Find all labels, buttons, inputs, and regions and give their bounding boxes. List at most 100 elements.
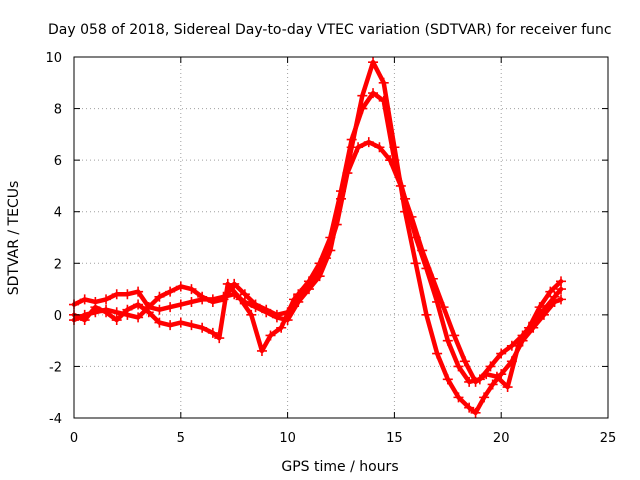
data-point-marker [485,361,496,372]
data-point-marker [438,302,449,313]
data-series [69,57,567,418]
data-point-marker [289,294,300,305]
data-point-marker [464,402,475,413]
y-tick-label: 10 [45,51,62,66]
plot-frame [73,56,609,419]
data-point-marker [165,286,176,297]
data-point-marker [374,142,385,153]
data-point-marker [395,180,406,191]
x-axis-title: GPS time / hours [281,459,398,475]
y-axis-title: SDTVAR / TECUs [6,181,22,296]
data-point-marker [133,299,144,310]
data-point-marker [331,219,342,230]
data-point-marker [378,77,389,88]
data-point-marker [143,307,154,318]
data-point-marker [410,258,421,269]
data-point-marker [186,296,197,307]
data-point-marker [378,95,389,106]
data-point-marker [357,103,368,114]
x-tick-label: 0 [70,431,78,446]
data-point-marker [79,294,90,305]
data-point-marker [265,330,276,341]
data-point-marker [417,245,428,256]
data-point-marker [523,322,534,333]
x-tick-label: 15 [386,431,403,446]
data-point-marker [502,382,513,393]
data-point-marker [556,276,567,287]
data-point-marker [111,315,122,326]
data-point-marker [513,340,524,351]
y-tick-label: -2 [49,360,62,375]
data-point-marker [133,286,144,297]
data-point-marker [235,294,246,305]
data-point-marker [487,379,498,390]
data-point-marker [207,327,218,338]
data-point-marker [459,356,470,367]
data-point-marker [154,304,165,315]
y-tick-label: 8 [54,103,62,118]
data-point-marker [154,291,165,302]
data-point-marker [368,88,379,99]
axis-ticks: 0 5 10 15 20 25 -4 -2 0 2 4 6 8 10 [45,51,616,446]
data-point-marker [239,289,250,300]
data-point-marker [165,320,176,331]
data-point-marker [479,392,490,403]
grid [74,57,608,418]
data-point-marker [133,312,144,323]
x-tick-label: 5 [177,431,185,446]
data-point-marker [197,291,208,302]
data-point-marker [197,322,208,333]
data-point-marker [186,284,197,295]
data-point-marker [357,90,368,101]
data-point-marker [442,374,453,385]
y-tick-label: 0 [54,309,62,324]
data-point-marker [534,302,545,313]
data-point-marker [175,281,186,292]
data-point-marker [470,407,481,418]
data-point-marker [299,284,310,295]
data-point-marker [271,309,282,320]
data-point-marker [449,330,460,341]
data-point-marker [368,57,379,68]
data-point-marker [496,348,507,359]
data-point-marker [346,134,357,145]
data-point-marker [549,291,560,302]
series-track-3 [69,137,567,393]
data-point-marker [453,361,464,372]
y-tick-label: -4 [49,412,62,427]
data-point-marker [481,369,492,380]
data-point-marker [342,168,353,179]
data-point-marker [214,333,225,344]
y-tick-label: 6 [54,154,62,169]
x-tick-label: 25 [600,431,617,446]
data-point-marker [154,317,165,328]
data-point-marker [122,304,133,315]
x-tick-label: 10 [279,431,296,446]
data-point-marker [246,309,257,320]
data-point-marker [222,278,233,289]
data-point-marker [491,371,502,382]
data-point-marker [261,304,272,315]
y-tick-label: 4 [54,206,62,221]
data-point-marker [186,320,197,331]
data-point-marker [470,376,481,387]
data-point-marker [101,307,112,318]
chart-title: Day 058 of 2018, Sidereal Day-to-day VTE… [48,22,612,38]
data-point-marker [353,142,364,153]
data-point-marker [432,348,443,359]
data-point-marker [442,335,453,346]
data-point-marker [276,322,287,333]
data-point-marker [101,294,112,305]
data-point-marker [111,289,122,300]
y-tick-label: 2 [54,257,62,272]
data-point-marker [427,273,438,284]
data-point-marker [421,309,432,320]
data-point-marker [310,273,321,284]
data-point-marker [453,392,464,403]
x-tick-label: 20 [493,431,510,446]
data-point-marker [545,286,556,297]
data-point-marker [207,296,218,307]
data-point-marker [165,302,176,313]
